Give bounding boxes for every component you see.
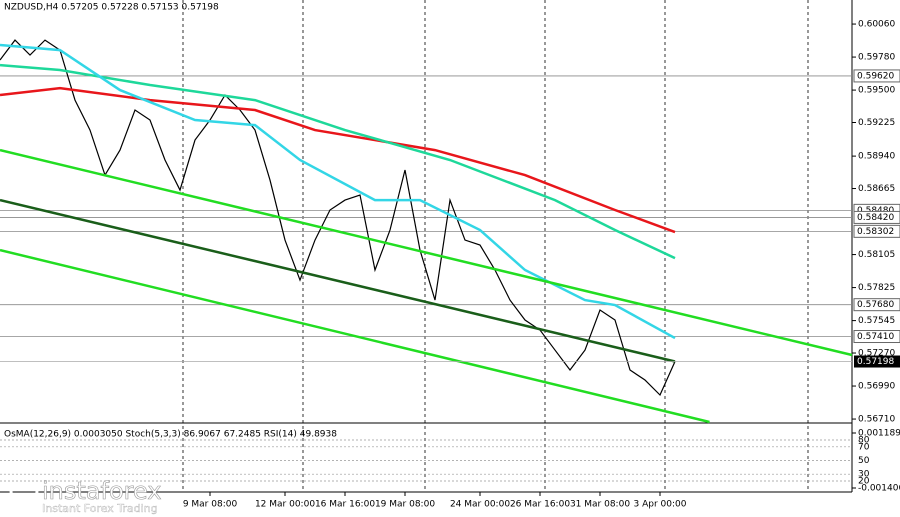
stoch-tick-label: 80 [858, 435, 870, 445]
stoch-tick-label: 30 [858, 470, 870, 480]
level-label-box [853, 298, 900, 312]
current-price-box [854, 355, 900, 368]
x-tick-label: 9 Mar 08:00 [183, 500, 238, 510]
stoch-tick-label: 20 [858, 477, 870, 487]
logo-text: instaforex [42, 477, 162, 505]
y-tick-label: 0.57825 [858, 283, 895, 293]
osma-tick-label: 0.0011899 [858, 429, 900, 439]
level-label-box [853, 330, 900, 344]
y-tick-label: 0.60060 [858, 20, 895, 30]
logo: instaforex Instant Forex Trading [9, 476, 162, 515]
level-label: 0.57680 [857, 300, 894, 310]
price-line [0, 198, 676, 363]
osma-tick-label: -0.0014069 [858, 484, 900, 494]
y-tick-label: 0.58665 [858, 184, 895, 194]
price-line [0, 86, 676, 234]
y-tick-label: 0.57270 [858, 349, 895, 359]
level-label: 0.58480 [857, 206, 894, 216]
price-line [0, 148, 853, 357]
level-label: 0.57410 [857, 332, 894, 342]
level-label: 0.58420 [857, 213, 894, 223]
y-tick-label: 0.59780 [858, 53, 895, 63]
y-tick-label: 0.59500 [858, 86, 895, 96]
y-tick-label: 0.59225 [858, 118, 895, 128]
logo-icon [9, 476, 39, 506]
y-tick-label: 0.57545 [858, 316, 895, 326]
price-line [0, 43, 676, 340]
x-tick-label: 26 Mar 16:00 [510, 500, 570, 510]
x-tick-label: 3 Apr 00:00 [634, 500, 687, 510]
chart-title: NZDUSD,H4 0.57205 0.57228 0.57153 0.5719… [4, 3, 219, 13]
y-tick-label: 0.58105 [858, 250, 895, 260]
x-tick-label: 19 Mar 08:00 [375, 500, 435, 510]
price-line [0, 39, 676, 397]
current-price-label: 0.57198 [857, 357, 894, 367]
level-label-box [853, 224, 900, 238]
x-tick-label: 16 Mar 16:00 [315, 500, 375, 510]
y-tick-label: 0.58940 [858, 152, 895, 162]
logo-tagline: Instant Forex Trading [42, 502, 158, 515]
level-label: 0.58302 [857, 227, 894, 237]
level-label: 0.59620 [857, 71, 894, 81]
indicator-title: OsMA(12,26,9) 0.0003050 Stoch(5,3,3) 86.… [4, 430, 337, 440]
price-line [0, 63, 676, 260]
x-tick-label: 24 Mar 00:00 [450, 500, 510, 510]
stoch-tick-label: 70 [858, 442, 870, 452]
x-tick-label: 12 Mar 00:00 [255, 500, 315, 510]
stoch-tick-label: 50 [858, 456, 870, 466]
price-line [0, 248, 710, 424]
level-label-box [853, 69, 900, 83]
level-label-box [853, 210, 900, 224]
x-tick-label: 31 Mar 08:00 [570, 500, 630, 510]
y-tick-label: 0.56990 [858, 382, 895, 392]
y-tick-label: 0.56710 [858, 415, 895, 425]
